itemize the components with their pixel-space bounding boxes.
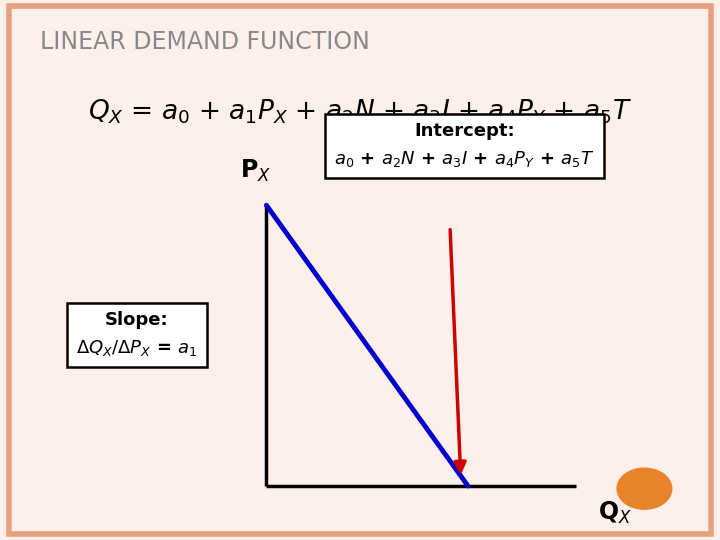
Text: Q$_{X}$: Q$_{X}$ (598, 500, 631, 526)
Text: LINEAR DEMAND FUNCTION: LINEAR DEMAND FUNCTION (40, 30, 369, 53)
Text: $Q_{X}$ = $a_{0}$ + $a_{1}P_{X}$ + $a_{2}N$ + $a_{3}I$ + $a_{4}P_{Y}$ + $a_{5}T$: $Q_{X}$ = $a_{0}$ + $a_{1}P_{X}$ + $a_{2… (88, 97, 632, 126)
Text: Intercept:
$a_{0}$ + $a_{2}N$ + $a_{3}I$ + $a_{4}P_{Y}$ + $a_{5}T$: Intercept: $a_{0}$ + $a_{2}N$ + $a_{3}I$… (334, 122, 595, 170)
Circle shape (617, 468, 672, 509)
Text: Slope:
$\Delta Q_{X}/\Delta P_{X}$ = $a_{1}$: Slope: $\Delta Q_{X}/\Delta P_{X}$ = $a_… (76, 311, 197, 359)
Text: P$_{X}$: P$_{X}$ (240, 157, 271, 184)
